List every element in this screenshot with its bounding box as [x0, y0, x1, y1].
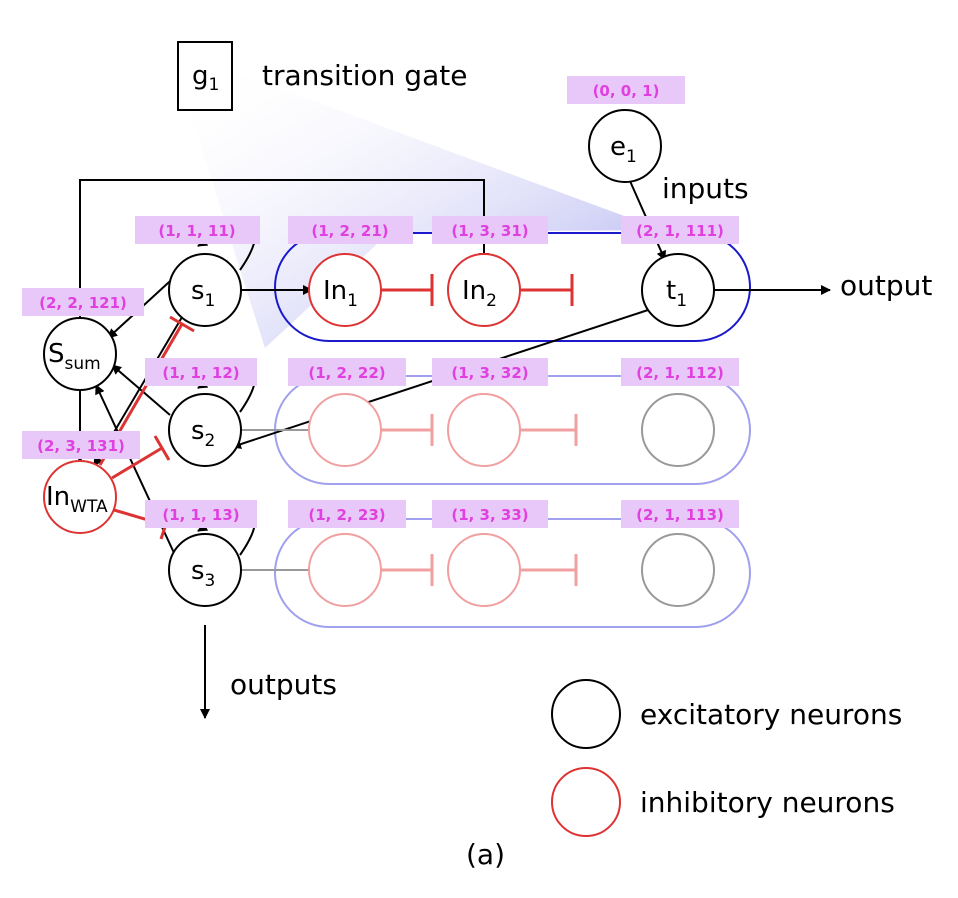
tag-in1: (1, 2, 21) [311, 222, 388, 240]
tag-in1-box [288, 216, 413, 244]
s2-label: s2 [191, 416, 215, 451]
neuron-row2-in-b [447, 393, 521, 467]
inwta-inhibits-s2-bar [153, 435, 171, 461]
tag-inwta: (2, 3, 131) [37, 437, 125, 455]
neuron-row2-t [641, 393, 715, 467]
tag-t1: (2, 1, 111) [636, 222, 724, 240]
legend: excitatory neurons inhibitory neurons [551, 679, 902, 837]
neuron-inwta [43, 460, 117, 534]
tag-r3c: (2, 1, 113) [636, 506, 724, 524]
legend-inhibitory-label: inhibitory neurons [640, 786, 895, 819]
legend-excitatory-label: excitatory neurons [640, 698, 902, 731]
neuron-row3-t [641, 533, 715, 607]
output-label: output [840, 269, 932, 302]
tag-ssum: (2, 2, 121) [39, 294, 127, 312]
tag-ssum-box [22, 288, 144, 316]
neuron-s3 [168, 533, 242, 607]
neuron-t1 [641, 253, 715, 327]
tag-inwta-box [22, 431, 140, 459]
neuron-e1 [588, 109, 662, 183]
tag-s3: (1, 1, 13) [162, 506, 239, 524]
legend-inhibitory-swatch [551, 767, 621, 837]
s1-label: s1 [191, 276, 215, 311]
tag-s1: (1, 1, 11) [158, 222, 235, 240]
neuron-row3-in-a [308, 533, 382, 607]
tag-r2b: (1, 3, 32) [451, 364, 528, 382]
tag-r2c-box [621, 358, 739, 386]
neuron-in1 [308, 253, 382, 327]
tag-r2a: (1, 2, 22) [308, 364, 385, 382]
coordinate-tags: (0, 0, 1) (1, 1, 11) (1, 2, 21) (1, 3, 3… [22, 76, 739, 528]
neuron-labels: e1 s1 In1 In2 t1 Ssum s2 InWTA s3 [46, 132, 687, 591]
tag-s2-box [145, 358, 257, 386]
ssum-label: Ssum [48, 339, 101, 374]
tag-e1: (0, 0, 1) [593, 82, 660, 100]
e1-label: e1 [610, 132, 637, 167]
s2-to-ssum-connection [111, 364, 171, 416]
neuron-row2-in-a [308, 393, 382, 467]
inputs-label: inputs [662, 172, 749, 205]
gate-symbol: g1 [192, 61, 219, 95]
gate-label: transition gate [262, 59, 467, 92]
neuron-row3-in-b [447, 533, 521, 607]
gate-box [177, 41, 233, 111]
tag-r2c: (2, 1, 112) [636, 364, 724, 382]
neurons [43, 109, 715, 607]
in2-label: In2 [462, 276, 497, 311]
tag-r2a-box [288, 358, 406, 386]
tag-in2-box [432, 216, 548, 244]
tag-r3b: (1, 3, 33) [451, 506, 528, 524]
neuron-ssum [43, 317, 117, 391]
neuron-s1 [168, 253, 242, 327]
in1-label: In1 [323, 276, 358, 311]
tag-s1-box [135, 216, 260, 244]
tag-t1-box [621, 216, 739, 244]
s3-label: s3 [191, 556, 215, 591]
caption: (a) [466, 838, 505, 871]
t1-label: t1 [666, 276, 687, 311]
tag-r3a-box [288, 500, 406, 528]
tag-e1-box [567, 76, 685, 104]
tag-r3a: (1, 2, 23) [308, 506, 385, 524]
tag-r3c-box [621, 500, 739, 528]
neuron-s2 [168, 393, 242, 467]
legend-excitatory-swatch [551, 679, 621, 749]
tag-s3-box [145, 500, 257, 528]
gate-projection-beam [190, 70, 662, 348]
tag-r2b-box [432, 358, 548, 386]
tag-s2: (1, 1, 12) [162, 364, 239, 382]
inwta-inhibits-s2-connection [111, 446, 163, 480]
inwta-label: InWTA [46, 482, 108, 517]
outputs-label: outputs [230, 668, 337, 701]
tag-in2: (1, 3, 31) [451, 222, 528, 240]
inwta-inhibits-s1-bar [169, 315, 195, 333]
tag-r3b-box [432, 500, 548, 528]
neuron-in2 [447, 253, 521, 327]
